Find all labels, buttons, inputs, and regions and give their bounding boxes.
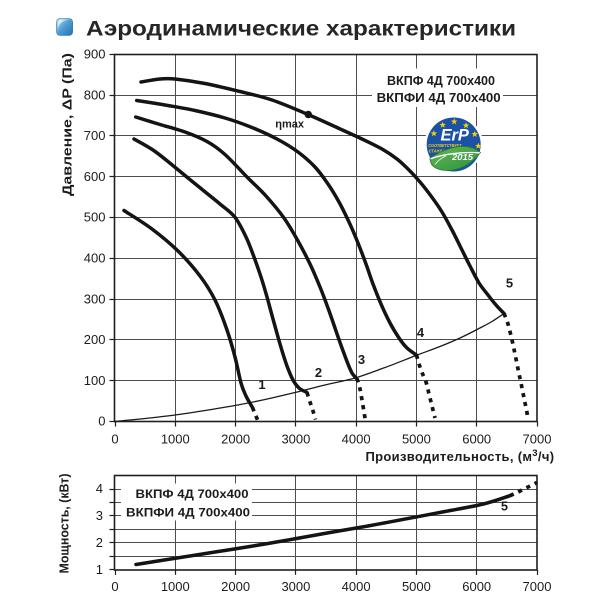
svg-text:ВКПФ 4Д 700x400: ВКПФ 4Д 700x400 <box>136 487 249 501</box>
svg-text:Мощность, (кВт): Мощность, (кВт) <box>57 474 72 574</box>
svg-text:3000: 3000 <box>281 579 310 594</box>
svg-text:700: 700 <box>84 128 106 143</box>
svg-text:0: 0 <box>111 432 118 447</box>
svg-text:600: 600 <box>84 169 106 184</box>
svg-text:2: 2 <box>96 535 103 550</box>
svg-text:7000: 7000 <box>523 579 552 594</box>
svg-text:1: 1 <box>96 562 103 577</box>
svg-text:6000: 6000 <box>462 579 491 594</box>
svg-text:1000: 1000 <box>161 579 190 594</box>
svg-text:5000: 5000 <box>402 579 431 594</box>
svg-text:500: 500 <box>84 210 106 225</box>
svg-text:2015: 2015 <box>451 152 474 162</box>
svg-text:Производительность, (м3/ч): Производительность, (м3/ч) <box>366 448 555 464</box>
svg-text:2000: 2000 <box>221 579 250 594</box>
svg-text:3: 3 <box>96 508 103 523</box>
svg-text:0: 0 <box>111 579 118 594</box>
svg-text:ErP: ErP <box>441 126 470 144</box>
svg-text:4000: 4000 <box>342 432 371 447</box>
svg-text:5000: 5000 <box>402 432 431 447</box>
svg-text:3000: 3000 <box>281 432 310 447</box>
svg-text:100: 100 <box>84 373 106 388</box>
svg-text:7000: 7000 <box>523 432 552 447</box>
svg-text:4: 4 <box>417 325 425 340</box>
svg-text:2000: 2000 <box>221 432 250 447</box>
svg-text:1000: 1000 <box>161 432 190 447</box>
svg-text:ВКПФИ 4Д 700x400: ВКПФИ 4Д 700x400 <box>126 505 250 519</box>
svg-text:6000: 6000 <box>462 432 491 447</box>
svg-text:4000: 4000 <box>342 579 371 594</box>
svg-text:5: 5 <box>506 276 513 291</box>
svg-text:300: 300 <box>84 291 106 306</box>
svg-text:Аэродинамические характеристик: Аэродинамические характеристики <box>86 16 516 40</box>
svg-text:СООТВЕТСТВУЕТ: СООТВЕТСТВУЕТ <box>428 143 462 148</box>
svg-text:ВКПФИ 4Д 700x400: ВКПФИ 4Д 700x400 <box>377 90 501 105</box>
svg-text:900: 900 <box>84 47 106 62</box>
svg-text:400: 400 <box>84 251 106 266</box>
svg-text:5: 5 <box>501 500 508 514</box>
svg-text:1: 1 <box>258 377 265 392</box>
svg-text:3: 3 <box>358 352 365 367</box>
svg-text:Давление, ΔP (Па): Давление, ΔP (Па) <box>60 53 75 196</box>
svg-text:800: 800 <box>84 87 106 102</box>
svg-text:ВКПФ 4Д 700x400: ВКПФ 4Д 700x400 <box>387 73 495 88</box>
svg-text:4: 4 <box>96 481 103 496</box>
svg-text:ηmax: ηmax <box>275 118 305 130</box>
svg-text:2: 2 <box>315 365 322 380</box>
svg-text:200: 200 <box>84 332 106 347</box>
svg-text:0: 0 <box>98 414 105 429</box>
